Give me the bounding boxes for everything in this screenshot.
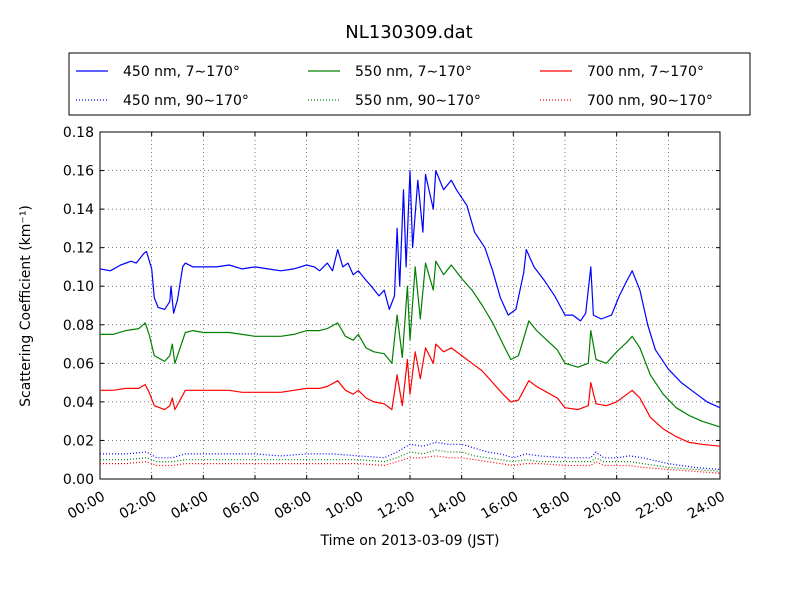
y-tick-label: 0.00 — [63, 472, 94, 488]
plot-area: 00:00 02:00 04:00 06:00 08:00 10:00 12:00 14:00… — [63, 125, 728, 523]
y-tick-label: 0.08 — [63, 318, 94, 334]
legend-label: 450 nm, 7∼170° — [123, 64, 240, 80]
x-tick-label: 08:00 — [272, 489, 315, 523]
series-line-1 — [99, 170, 721, 409]
series-line-2 — [100, 260, 721, 428]
x-tick-label: 22:00 — [633, 489, 676, 523]
y-tick-label: 0.16 — [63, 164, 94, 180]
legend-label: 700 nm, 7∼170° — [587, 64, 704, 80]
x-tick-label: 10:00 — [323, 489, 366, 523]
series-line-5 — [100, 449, 721, 472]
series-line-3 — [100, 343, 721, 447]
x-tick-label: 14:00 — [427, 489, 470, 523]
legend: 450 nm, 7∼170° 550 nm, 7∼170° 700 nm, 7∼17… — [68, 52, 751, 116]
x-tick-label: 16:00 — [478, 489, 521, 523]
legend-label: 700 nm, 90∼170° — [587, 93, 713, 109]
x-tick-label: 18:00 — [530, 489, 573, 523]
legend-label: 550 nm, 7∼170° — [355, 64, 472, 80]
y-tick-label: 0.04 — [63, 395, 94, 411]
y-tick-label: 0.02 — [63, 433, 94, 449]
x-tick-label: 20:00 — [582, 489, 625, 523]
y-tick-label: 0.14 — [63, 202, 94, 218]
x-tick-label: 06:00 — [220, 489, 263, 523]
y-axis-label: Scattering Coefficient (km⁻¹) — [18, 205, 34, 407]
y-tick-label: 0.18 — [63, 125, 94, 141]
y-tick-label: 0.10 — [63, 279, 94, 295]
x-tick-label: 24:00 — [685, 489, 728, 523]
x-axis-label: Time on 2013-03-09 (JST) — [320, 533, 500, 549]
y-tick-label: 0.06 — [63, 356, 94, 372]
x-tick-label: 00:00 — [65, 489, 108, 523]
chart-title: NL130309.dat — [345, 22, 472, 43]
x-tick-label: 04:00 — [168, 489, 211, 523]
legend-label: 550 nm, 90∼170° — [355, 93, 481, 109]
x-tick-label: 12:00 — [375, 489, 418, 523]
ticks: 00:00 02:00 04:00 06:00 08:00 10:00 12:00 14:00… — [63, 125, 728, 523]
series-layer — [99, 170, 721, 474]
y-tick-label: 0.12 — [63, 241, 94, 257]
legend-label: 450 nm, 90∼170° — [123, 93, 249, 109]
series-line-4 — [100, 441, 721, 470]
x-tick-label: 02:00 — [117, 489, 160, 523]
legend-frame — [68, 52, 751, 116]
